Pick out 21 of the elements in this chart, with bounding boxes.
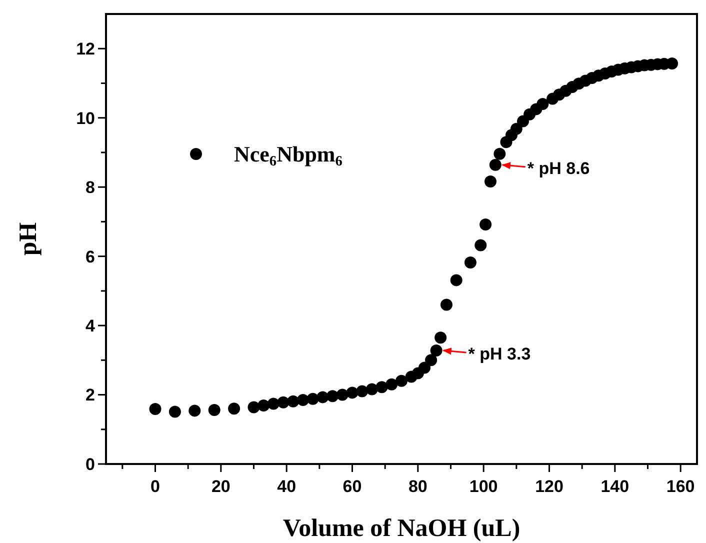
x-tick-label: 0 [150, 477, 160, 496]
y-tick-label: 0 [86, 454, 95, 474]
y-tick-label: 2 [86, 386, 95, 405]
annotation: * pH 3.3 [468, 344, 531, 364]
y-tick-label: 4 [86, 316, 96, 336]
x-tick-label: 20 [211, 477, 230, 496]
x-axis-title: Volume of NaOH (uL) [282, 515, 520, 542]
x-tick-label: 60 [342, 477, 362, 496]
y-axis-title: pH [15, 222, 42, 256]
legend-label: Nce$_{6}$Nbpm$_{6}$ [234, 142, 342, 170]
x-tick-label: 140 [600, 477, 630, 496]
y-tick-label: 12 [76, 40, 95, 59]
x-tick-label: 80 [408, 477, 428, 496]
y-tick-label: 10 [76, 108, 95, 128]
x-tick-label: 120 [535, 477, 564, 496]
y-tick-label: 6 [86, 247, 95, 266]
y-tick-label: 8 [86, 178, 95, 198]
annotation: * pH 8.6 [527, 158, 590, 178]
x-tick-label: 100 [469, 477, 498, 496]
x-tick-label: 160 [666, 477, 695, 496]
x-tick-label: 40 [277, 477, 296, 496]
